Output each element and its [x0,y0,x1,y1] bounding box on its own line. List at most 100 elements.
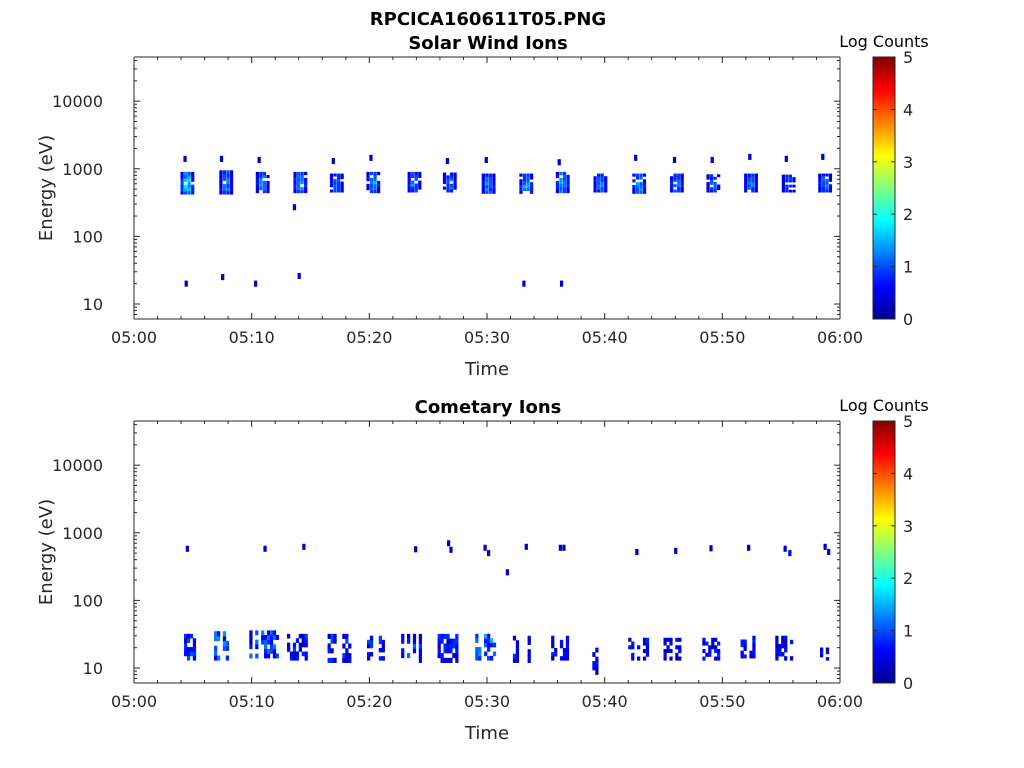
spectrogram-cell [369,180,374,185]
spectrogram-cell [266,630,271,636]
spectrogram-cell [635,184,640,189]
spectrogram-cell [381,643,385,649]
spectrogram-cell [566,174,570,179]
spectrogram-speck [487,550,491,557]
spectrogram-cell [512,653,517,659]
spectrogram-cell [642,187,647,192]
spectrogram-cell [566,177,570,182]
spectrogram-cell [522,173,527,177]
spectrogram-cell [792,177,796,180]
spectrogram-cell [219,190,223,195]
spectrogram-cell [562,171,567,176]
spectrogram-cell [709,189,714,193]
spectrogram-cell [286,647,291,652]
spectrogram-cell [381,648,385,653]
y-tick-label: 1000 [62,524,103,543]
spectrogram-cell [526,173,530,177]
spectrogram-cell [301,651,305,657]
figure-title: RPCICA160611T05.PNG [370,9,606,30]
spectrogram-cell [266,635,271,640]
spectrogram-cell [336,181,341,185]
spectrogram-cell [275,635,280,640]
spectrogram-cell [818,173,822,177]
spectrogram-cell [600,181,604,185]
spectrogram-cell [485,187,489,192]
spectrogram-cell [675,656,679,661]
spectrogram-cell [442,186,447,190]
spectrogram-cell [492,187,496,192]
spectrogram-cell [819,653,824,658]
spectrogram-cell [702,649,706,654]
spectrogram-cell [184,638,188,643]
spectrogram-cell [559,656,564,661]
spectrogram-cell [266,648,271,654]
spectrogram-cell [330,648,334,654]
spectrogram-cell [785,174,789,178]
spectrogram-cell [565,648,570,653]
spectrogram-cell [526,182,530,186]
spectrogram-cell [455,638,459,644]
spectrogram-cell [784,656,788,661]
spectrogram-cell [376,186,381,191]
spectrogram-cell [272,635,277,640]
spectrogram-cell [740,643,744,648]
spectrogram-cell [666,649,670,654]
spectrogram-cell [562,183,567,188]
spectrogram-cell [677,181,681,185]
spectrogram-cell [597,176,601,180]
spectrogram-cell [526,179,530,183]
spectrogram-cell [184,184,188,189]
spectrogram-cell [184,178,188,182]
spectrogram-cell [286,642,291,648]
spectrogram-cell [329,173,334,177]
spectrogram-cell [597,181,601,185]
spectrogram-cell [566,189,570,194]
spectrogram-cell [191,191,195,195]
spectrogram-cell [713,184,717,188]
spectrogram-cell [340,173,344,177]
spectrogram-cell [366,174,370,179]
spectrogram-cell [184,191,188,195]
spectrogram-cell [740,650,744,655]
spectrogram-cell [492,642,497,648]
spectrogram-cell [792,179,796,183]
spectrogram-cell [752,639,756,644]
spectrogram-cell [487,633,491,639]
spectrogram-cell [708,645,712,650]
spectrogram-cell [333,178,337,182]
spectrogram-cell [666,645,670,650]
spectrogram-cell [593,181,597,185]
spectrogram-cell [255,186,260,191]
spectrogram-cell [642,656,647,661]
spectrogram-cell [492,184,496,189]
spectrogram-speck [788,550,792,557]
solar-wind-panel: Solar Wind Ions 05:00 05:10 05:20 05:30 05:40… [36,32,929,380]
spectrogram-cell [788,184,793,188]
spectrogram-cell [192,651,197,657]
spectrogram-cell [785,189,789,193]
spectrogram-cell [559,186,563,191]
spectrogram-cell [255,644,259,650]
spectrogram-cell [301,642,305,648]
spectrogram-cell [752,654,756,659]
spectrogram-cell [818,184,822,188]
spectrogram-cell [440,633,444,639]
spectrogram-cell [369,635,374,641]
spectrogram-cell [446,180,450,185]
y-tick-label: 10 [83,659,103,678]
spectrogram-cell [819,650,824,655]
spectrogram-cell [488,176,493,180]
spectrogram-cell [269,630,274,636]
spectrogram-cell [828,184,833,188]
spectrogram-cell [304,180,308,185]
spectrogram-cell [635,190,640,194]
spectrogram-cell [216,655,221,661]
spectrogram-cell [186,655,191,661]
spectrogram-cell [487,642,491,648]
spectrogram-cell [555,183,560,188]
spectrogram-cell [554,652,558,657]
spectrogram-cell [327,657,331,663]
spectrogram-cell [293,189,297,194]
spectrogram-cell [264,653,268,659]
spectrogram-cell [559,180,563,185]
